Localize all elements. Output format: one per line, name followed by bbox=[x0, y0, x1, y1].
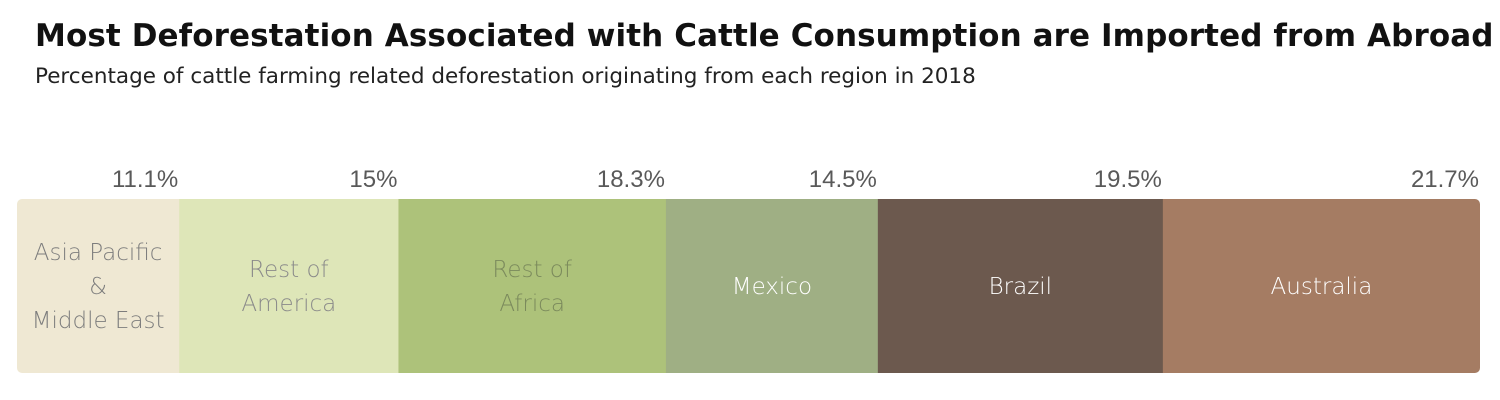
bar-segment-rest-of-africa bbox=[398, 199, 667, 373]
segment-label-line: Mexico bbox=[732, 274, 812, 300]
segment-label-australia: Australia bbox=[1271, 274, 1373, 300]
bar-labels: 11.1% Asia Pacific & Middle East 15% Rest of A… bbox=[32, 166, 1479, 334]
segment-label-line: Rest of bbox=[249, 257, 329, 283]
segment-label-line: Australia bbox=[1271, 274, 1373, 300]
segment-label-line: Asia Pacific bbox=[34, 240, 163, 266]
chart-subtitle: Percentage of cattle farming related def… bbox=[35, 64, 976, 89]
bar-segments bbox=[17, 199, 1480, 373]
value-label-australia: 21.7% bbox=[1411, 166, 1479, 193]
segment-label-line: & bbox=[89, 274, 107, 300]
segment-label-line: Rest of bbox=[492, 257, 572, 283]
value-label-rest-of-america: 15% bbox=[349, 166, 397, 193]
segment-label-mexico: Mexico bbox=[732, 274, 812, 300]
segment-label-asia-pacific-middle-east: Asia Pacific & Middle East bbox=[32, 240, 165, 334]
segment-label-line: Brazil bbox=[989, 274, 1052, 300]
value-label-rest-of-africa: 18.3% bbox=[597, 166, 665, 193]
value-label-asia-pacific-middle-east: 11.1% bbox=[112, 166, 178, 193]
segment-label-brazil: Brazil bbox=[989, 274, 1052, 300]
chart-title: Most Deforestation Associated with Cattl… bbox=[35, 18, 1494, 54]
bar-segment-mexico bbox=[665, 199, 879, 373]
value-label-mexico: 14.5% bbox=[809, 166, 877, 193]
bar-segment-brazil bbox=[877, 199, 1164, 373]
segment-label-line: Middle East bbox=[32, 308, 165, 334]
value-label-brazil: 19.5% bbox=[1094, 166, 1162, 193]
segment-label-rest-of-africa: Rest of Africa bbox=[492, 257, 572, 317]
bar-segment-rest-of-america bbox=[179, 199, 400, 373]
segment-label-line: Africa bbox=[499, 291, 565, 317]
bar-segment-asia-pacific-middle-east bbox=[17, 199, 180, 373]
segment-label-line: America bbox=[241, 291, 336, 317]
bar-segment-australia bbox=[1162, 199, 1480, 373]
segment-label-rest-of-america: Rest of America bbox=[241, 257, 336, 317]
